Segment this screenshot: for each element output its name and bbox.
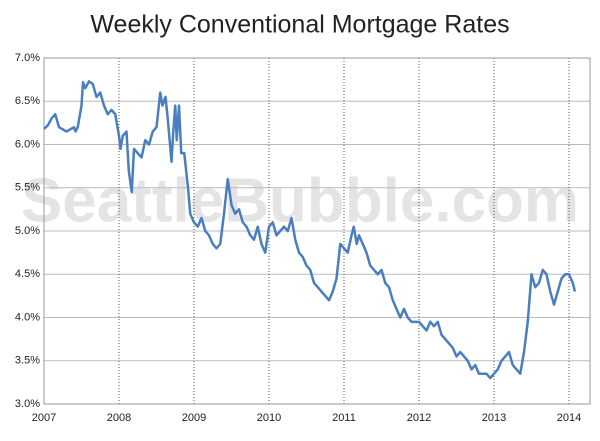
y-tick-label: 4.0% — [15, 311, 40, 323]
y-tick-label: 3.0% — [15, 398, 40, 410]
x-tick-label: 2009 — [182, 412, 206, 424]
y-tick-label: 6.5% — [15, 95, 40, 107]
x-tick-label: 2007 — [32, 412, 56, 424]
y-tick-label: 6.0% — [15, 138, 40, 150]
y-tick-label: 4.5% — [15, 268, 40, 280]
y-tick-label: 5.5% — [15, 182, 40, 194]
x-tick-label: 2013 — [482, 412, 506, 424]
chart-title: Weekly Conventional Mortgage Rates — [90, 11, 509, 39]
y-tick-label: 3.5% — [15, 355, 40, 367]
x-tick-label: 2012 — [407, 412, 431, 424]
plot-frame — [43, 57, 591, 405]
y-tick-label: 5.0% — [15, 225, 40, 237]
x-tick-label: 2014 — [557, 412, 581, 424]
y-tick-label: 7.0% — [15, 52, 40, 64]
x-tick-label: 2011 — [332, 412, 356, 424]
x-tick-label: 2008 — [107, 412, 131, 424]
x-tick-label: 2010 — [257, 412, 281, 424]
watermark: SeattleBubble.com — [21, 166, 579, 235]
line-series — [43, 80, 577, 380]
